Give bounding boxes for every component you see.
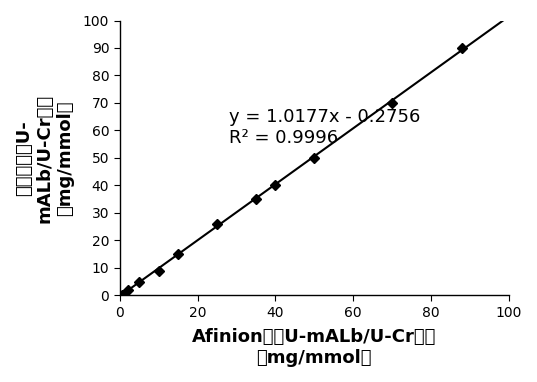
Text: y = 1.0177x - 0.2756
R² = 0.9996: y = 1.0177x - 0.2756 R² = 0.9996 [229, 108, 420, 147]
Y-axis label: 试剂盒测量U-
mALb/U-Cr比値
（mg/mmol）: 试剂盒测量U- mALb/U-Cr比値 （mg/mmol） [15, 94, 75, 223]
X-axis label: Afinion测量U-mALb/U-Cr比値
（mg/mmol）: Afinion测量U-mALb/U-Cr比値 （mg/mmol） [192, 328, 437, 367]
